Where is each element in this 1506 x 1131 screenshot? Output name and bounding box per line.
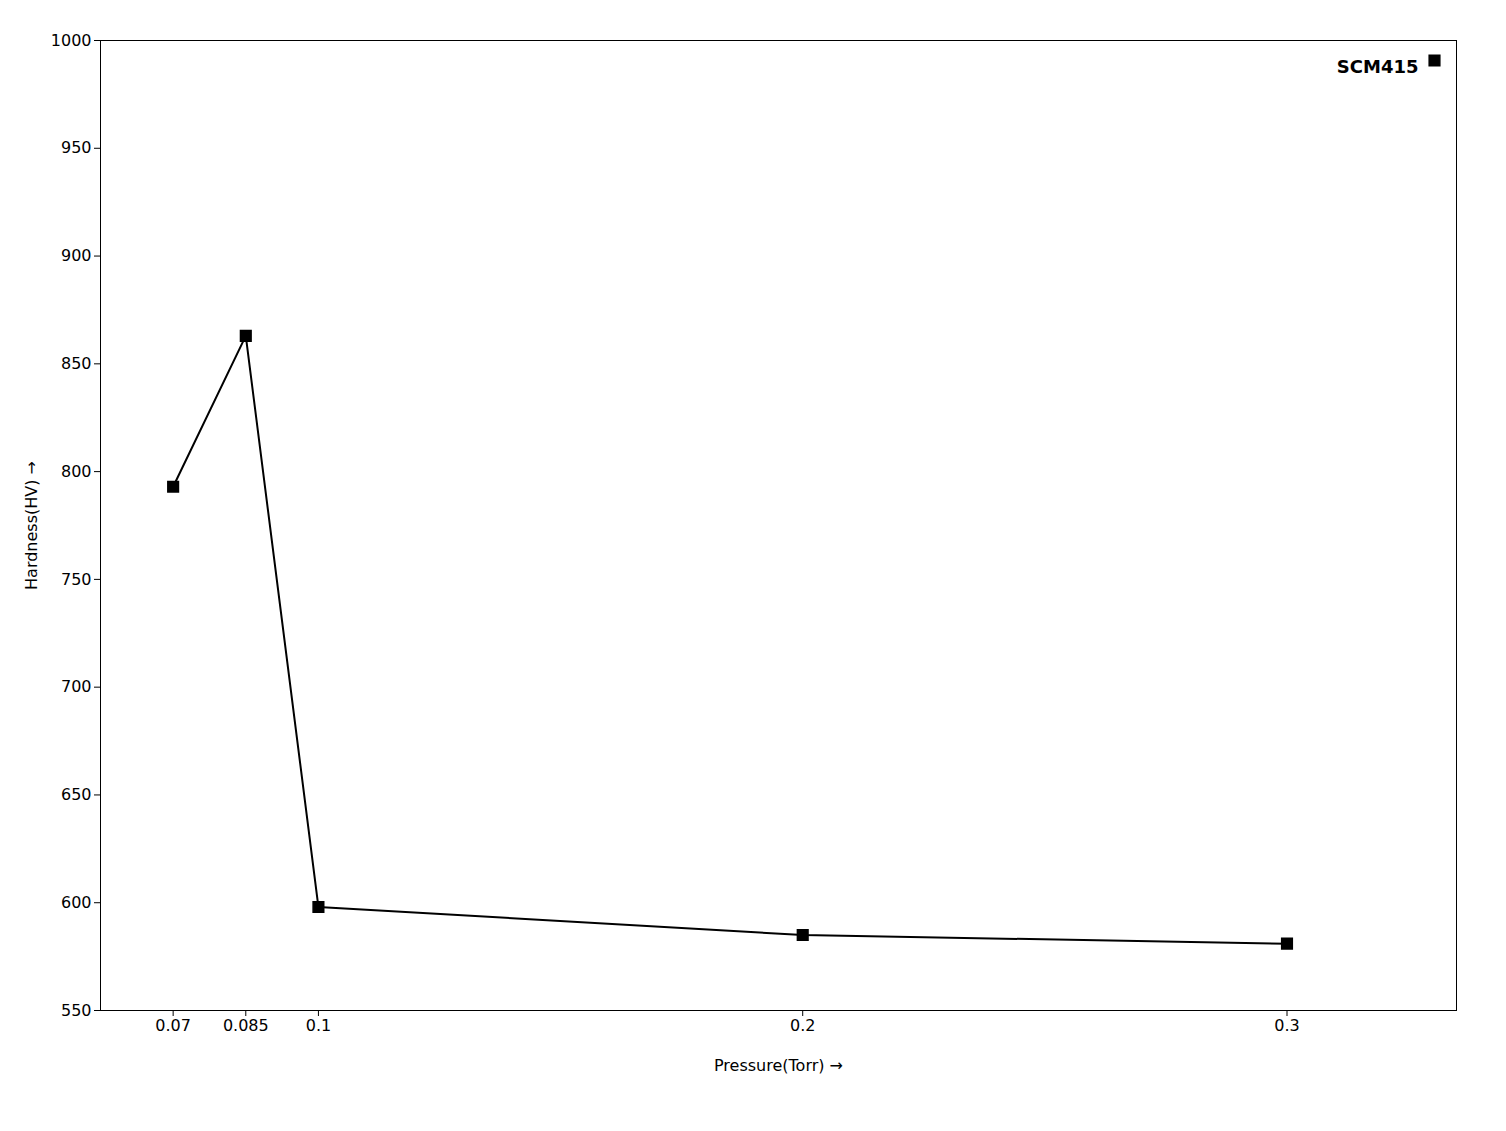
svg-text:SCM415: SCM415 xyxy=(1337,56,1419,77)
svg-text:0.07: 0.07 xyxy=(155,1016,191,1035)
svg-text:750: 750 xyxy=(61,570,92,589)
svg-text:950: 950 xyxy=(61,138,92,157)
svg-text:800: 800 xyxy=(61,462,92,481)
svg-text:1000: 1000 xyxy=(51,31,92,50)
svg-text:0.3: 0.3 xyxy=(1274,1016,1299,1035)
svg-text:550: 550 xyxy=(61,1001,92,1020)
svg-text:700: 700 xyxy=(61,677,92,696)
svg-text:0.1: 0.1 xyxy=(306,1016,331,1035)
svg-text:Hardness(HV) →: Hardness(HV) → xyxy=(22,461,41,590)
svg-text:600: 600 xyxy=(61,893,92,912)
svg-text:Pressure(Torr) →: Pressure(Torr) → xyxy=(714,1056,843,1075)
svg-text:0.2: 0.2 xyxy=(790,1016,815,1035)
svg-text:650: 650 xyxy=(61,785,92,804)
svg-text:0.085: 0.085 xyxy=(223,1016,269,1035)
svg-text:900: 900 xyxy=(61,246,92,265)
svg-text:850: 850 xyxy=(61,354,92,373)
